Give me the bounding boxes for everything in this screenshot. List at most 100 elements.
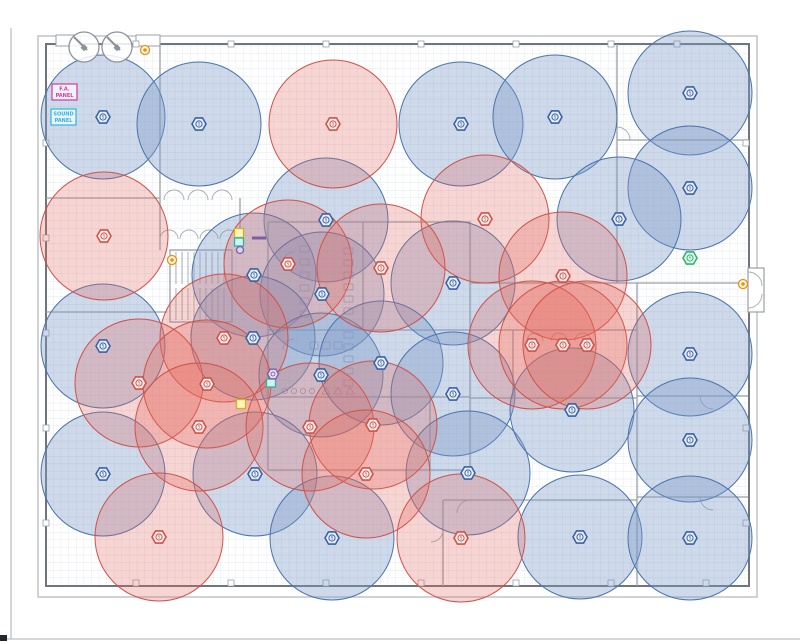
column-markers (42, 40, 750, 587)
speaker-hex-inner (99, 342, 107, 350)
wall-right-rooms (636, 283, 748, 586)
doors-bottom (430, 499, 471, 543)
speaker-hex-icon (247, 467, 263, 481)
speaker-hex-inner (559, 272, 567, 280)
speaker-hex-icon (477, 212, 493, 226)
speaker-hex-glyph: S (562, 274, 565, 279)
fixtures (281, 245, 355, 395)
speaker-hex-inner (449, 279, 457, 287)
speaker-hex-inner (155, 533, 163, 541)
speaker-hex-icon (572, 530, 588, 544)
building-shell (37, 34, 765, 598)
purple-device-icon (235, 245, 245, 255)
teal-device-icon (233, 237, 245, 247)
speaker-hex-glyph: S (253, 273, 256, 278)
speaker-hex-glyph: S (320, 373, 323, 378)
speaker-hex-glyph: S (562, 343, 565, 348)
hub-hex-inner (686, 254, 694, 262)
speaker-hex-inner (135, 379, 143, 387)
device-icons: S S S S S S S S S S S S S S S S S S S S S S S S S S S S S S S S S S S S S S S S… (95, 86, 698, 545)
speaker-hex-inner (686, 184, 694, 192)
roof-curb (135, 34, 161, 47)
speaker-hex-inner (329, 120, 337, 128)
speaker-hex-glyph: S (571, 408, 574, 413)
speaker-hex-glyph: S (102, 115, 105, 120)
speaker-hex-icon (358, 467, 374, 481)
speaker-hex-icon (682, 86, 698, 100)
speaker-hex-inner (100, 232, 108, 240)
hub-hex-icon (682, 251, 698, 265)
speaker-hex-glyph: S (452, 392, 455, 397)
speaker-hex-glyph: S (206, 382, 209, 387)
speaker-hex-icon (373, 261, 389, 275)
speaker-hex-icon (245, 331, 261, 345)
speaker-hex-inner (306, 423, 314, 431)
speaker-hex-icon (555, 269, 571, 283)
speaker-hex-inner (377, 359, 385, 367)
speaker-hex-icon (324, 531, 340, 545)
speaker-hex-inner (615, 215, 623, 223)
speaker-hex-glyph: S (103, 234, 106, 239)
speaker-hex-icon (682, 433, 698, 447)
wall-top-right-room (616, 44, 748, 283)
speaker-hex-glyph: S (198, 122, 201, 127)
speaker-hex-icon (453, 531, 469, 545)
speaker-hex-inner (559, 341, 567, 349)
speaker-hex-glyph: S (689, 536, 692, 541)
doors-right-rooms (699, 395, 714, 511)
inner-wall (45, 43, 750, 587)
speaker-hex-glyph: S (223, 336, 226, 341)
speaker-hex-glyph: S (586, 343, 589, 348)
fa-panel-box (51, 83, 78, 101)
speaker-hex-glyph: S (689, 186, 692, 191)
teal-device-icon (265, 378, 277, 388)
sheet-border (0, 28, 800, 641)
speaker-hex-inner (369, 421, 377, 429)
stool-row (281, 386, 355, 395)
speaker-hex-glyph: S (309, 425, 312, 430)
door-top-right (616, 126, 631, 141)
speaker-hex-glyph: S (689, 438, 692, 443)
speaker-hex-glyph: S (689, 352, 692, 357)
speaker-hex-icon (325, 117, 341, 131)
misc-devices (139, 44, 749, 410)
wall-kitchen (470, 329, 637, 399)
speaker-hex-glyph: S (102, 472, 105, 477)
wall-bottom-rooms (442, 499, 637, 586)
speaker-hex-glyph: S (254, 472, 257, 477)
speaker-hex-icon (95, 467, 111, 481)
speaker-hex-inner (99, 113, 107, 121)
speaker-hex-glyph: S (531, 343, 534, 348)
speaker-hex-icon (216, 331, 232, 345)
speaker-hex-glyph: S (198, 425, 201, 430)
speaker-hex-inner (457, 120, 465, 128)
speaker-hex-icon (191, 117, 207, 131)
speaker-hex-glyph: S (460, 122, 463, 127)
speaker-hex-inner (449, 390, 457, 398)
speaker-hex-inner (322, 216, 330, 224)
speaker-hex-icon (313, 368, 329, 382)
speaker-hex-glyph: S (325, 218, 328, 223)
speaker-hex-glyph: S (689, 91, 692, 96)
speaker-hex-glyph: S (452, 281, 455, 286)
door-right-entry (747, 271, 763, 309)
hub-hex-glyph: H (688, 256, 691, 261)
speaker-hex-inner (251, 470, 259, 478)
speaker-hex-inner (528, 341, 536, 349)
fan-symbols (68, 31, 133, 63)
speaker-hex-icon (199, 377, 215, 391)
speaker-hex-icon (191, 420, 207, 434)
strobe-icon-dot (143, 48, 147, 52)
speaker-hex-inner (328, 534, 336, 542)
speaker-hex-inner (284, 260, 292, 268)
speaker-hex-icon (445, 276, 461, 290)
speaker-hex-icon (280, 257, 296, 271)
speaker-hex-inner (220, 334, 228, 342)
purple-bar-icon (252, 236, 266, 240)
speaker-hex-inner (203, 380, 211, 388)
sound-panel-label: PANEL (55, 118, 74, 124)
fa-panel-label: F.A. (59, 86, 70, 92)
speaker-hex-inner (576, 533, 584, 541)
